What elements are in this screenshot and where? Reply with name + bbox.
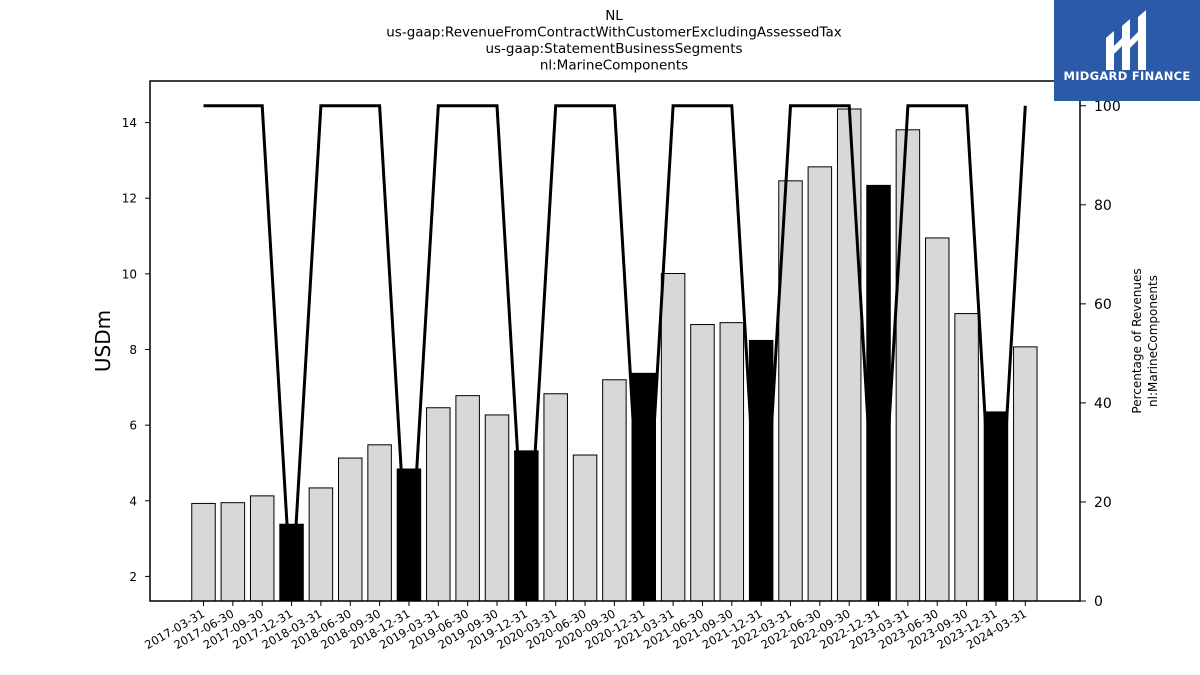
y2-tick-label: 40 — [1094, 396, 1112, 412]
bar — [1013, 346, 1038, 602]
x-axis: 2017-03-312017-06-302017-09-302017-12-31… — [142, 601, 1029, 652]
y-axis-label: USDm — [91, 310, 115, 372]
bar — [455, 395, 480, 602]
y-tick-label: 4 — [129, 494, 137, 508]
y-tick-label: 6 — [129, 419, 137, 433]
y2-axis-label-line: nl:MarineComponents — [1146, 275, 1160, 407]
chart-title-line: us-gaap:StatementBusinessSegments — [485, 41, 742, 57]
y2-tick-label: 100 — [1094, 99, 1121, 115]
bar — [543, 393, 568, 602]
y-tick-label: 14 — [122, 116, 137, 130]
bar — [484, 414, 510, 602]
y2-tick-label: 20 — [1094, 495, 1112, 511]
chart-title-line: us-gaap:RevenueFromContractWithCustomerE… — [386, 25, 842, 41]
chart-title-line: nl:MarineComponents — [540, 58, 688, 74]
plot-frame — [149, 80, 1081, 602]
logo-mark-icon — [1106, 10, 1146, 70]
y2-tick-label: 0 — [1094, 594, 1103, 610]
y-axis-right: 0 20 40 60 80 100 — [1080, 99, 1121, 610]
bar — [426, 407, 451, 602]
logo-text: MIDGARD FINANCE — [1063, 69, 1191, 83]
chart-title: NLus-gaap:RevenueFromContractWithCustome… — [386, 8, 842, 74]
y2-axis-label: Percentage of Revenues nl:MarineComponent… — [1130, 268, 1160, 413]
bar — [220, 502, 246, 602]
bar — [895, 129, 921, 602]
bar — [719, 322, 745, 602]
bar — [925, 237, 950, 602]
bar — [866, 184, 891, 602]
y-tick-label: 10 — [122, 267, 137, 281]
y2-axis-label-line: Percentage of Revenues — [1130, 268, 1144, 413]
bar — [367, 444, 392, 602]
y2-tick-label: 60 — [1094, 297, 1112, 313]
bar — [690, 324, 715, 602]
y-tick-label: 12 — [122, 192, 137, 206]
y-tick-label: 8 — [129, 343, 137, 357]
bar — [807, 166, 833, 602]
bar — [572, 454, 598, 602]
brand-logo: MIDGARD FINANCE — [1054, 0, 1200, 101]
y2-tick-label: 80 — [1094, 198, 1112, 214]
y-axis-label-text: USDm — [91, 310, 115, 372]
bar — [338, 457, 363, 602]
bar — [660, 272, 686, 602]
bar — [836, 108, 862, 602]
y-axis-left: 2 4 6 8 10 12 14 — [122, 116, 150, 584]
y-tick-label: 2 — [129, 570, 137, 584]
bar — [308, 487, 334, 602]
bar — [602, 379, 627, 602]
percentage-series-line — [203, 104, 1027, 602]
bar — [191, 502, 216, 602]
percentage-line — [203, 104, 1027, 602]
bars — [191, 108, 1038, 602]
chart-title-line: NL — [605, 8, 623, 24]
bar — [249, 495, 275, 602]
bar — [954, 313, 979, 602]
